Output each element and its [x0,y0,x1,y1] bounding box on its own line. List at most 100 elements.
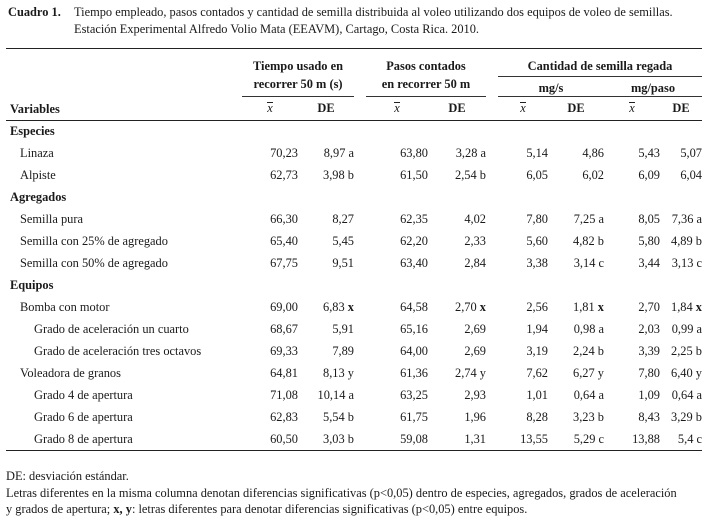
mgpaso-de-value: 3,29 b [671,410,702,424]
column-gap [486,165,498,187]
mgs-de: 0,64 a [548,385,604,407]
pasos-de: 2,33 [428,231,486,253]
mgs-mean: 5,14 [526,146,548,160]
mgpaso-de: 0,99 a [660,319,702,341]
mgpaso-mean: 2,70 [638,300,660,314]
tiempo-de-value: 5,91 [332,322,354,336]
mgpaso-de-value: 2,25 b [671,344,702,358]
tiempo-de-value: 7,89 [332,344,354,358]
mgs-mean: 3,38 [526,256,548,270]
column-gap [354,231,366,253]
mgpaso-de-value: 6,40 y [671,366,702,380]
tiempo-de: 8,13 y [298,363,354,385]
row-label: Voleadora de granos [20,366,121,380]
pasos-de-value: 2,74 y [455,366,486,380]
column-gap [354,363,366,385]
column-gap [354,385,366,407]
pasos-de-letter: x [479,300,486,314]
group-title: Agregados [10,190,67,204]
tiempo-mean: 69,33 [270,344,298,358]
table-row: Linaza 70,23 8,97 a 63,80 3,28 a 5,14 4,86 5,43… [6,143,702,165]
tiempo-de: 5,45 [298,231,354,253]
tiempo-de-value: 6,83 [323,300,345,314]
pasos-de: 2,93 [428,385,486,407]
column-gap [486,319,498,341]
pasos-de: 1,96 [428,407,486,429]
caption-line-2: Estación Experimental Alfredo Volio Mata… [74,22,480,36]
tiempo-de-value: 3,98 b [323,168,354,182]
pasos-mean: 61,75 [400,410,428,424]
group-title: Especies [10,124,55,139]
mean-symbol: x [267,101,273,115]
table-row: Grado de aceleración un cuarto 68,67 5,91 6… [6,319,702,341]
mgs-mean: 2,56 [526,300,548,314]
mean-symbol: x [520,101,526,115]
pasos-de-value: 2,93 [464,388,486,402]
tiempo-de: 3,98 b [298,165,354,187]
mgs-de: 1,81 x [548,297,604,319]
row-label: Bomba con motor [20,300,110,314]
mgpaso-de-value: 6,04 [680,168,702,182]
tiempo-de: 5,91 [298,319,354,341]
pasos-de: 1,31 [428,429,486,451]
mgs-de-value: 1,81 [573,300,595,314]
table-row: Alpiste 62,73 3,98 b 61,50 2,54 b 6,05 6,02 6,0… [6,165,702,187]
pasos-mean: 59,08 [400,431,428,446]
tiempo-mean: 60,50 [270,431,298,446]
mgpaso-de-value: 3,13 c [671,256,702,270]
header-mgs: mg/s [498,76,604,97]
pasos-mean: 61,36 [400,366,428,380]
tiempo-de-value: 5,54 b [323,410,354,424]
column-gap [486,407,498,429]
column-gap [486,231,498,253]
tiempo-de: 8,27 [298,209,354,231]
group-row: Especies [6,121,702,143]
mgs-de: 4,86 [548,143,604,165]
row-label: Grado 4 de apertura [34,388,133,402]
footnote-equipos-post: : letras diferentes para denotar diferen… [131,502,528,516]
mgpaso-de-letter: x [695,300,702,314]
pasos-de-value: 4,02 [464,212,486,226]
header-pasos-line1: Pasos contados [386,58,466,73]
caption-label: Cuadro 1. [8,5,61,19]
mean-symbol: x [394,101,400,115]
column-gap [486,341,498,363]
mgs-de-value: 4,82 b [573,234,604,248]
mgpaso-de-value: 1,84 [671,300,693,314]
mgpaso-de-value: 7,36 a [671,212,702,226]
mgs-de: 4,82 b [548,231,604,253]
mgs-de-value: 0,98 a [573,322,604,336]
mgpaso-mean: 8,05 [638,212,660,226]
mgpaso-de: 3,13 c [660,253,702,275]
mgs-de-value: 3,23 b [573,410,604,424]
mgpaso-mean: 3,44 [638,256,660,270]
table-row: Bomba con motor 69,00 6,83 x 64,58 2,70 x 2,5… [6,297,702,319]
mgs-de: 3,14 c [548,253,604,275]
mgs-de-letter: x [597,300,604,314]
tiempo-mean: 62,83 [270,410,298,424]
column-gap [354,407,366,429]
pasos-mean: 62,35 [400,212,428,226]
mgpaso-de: 4,89 b [660,231,702,253]
header-cantidad: Cantidad de semilla regada [498,58,702,77]
tiempo-mean: 69,00 [270,300,298,314]
pasos-mean: 65,16 [400,322,428,336]
header-de: DE [317,101,335,115]
row-label: Alpiste [20,168,56,182]
tiempo-de-value: 3,03 b [323,431,354,446]
mgs-de: 3,23 b [548,407,604,429]
footnotes: DE: desviación estándar. Letras diferent… [6,468,706,518]
tiempo-mean: 65,40 [270,234,298,248]
mgs-de: 2,24 b [548,341,604,363]
mgs-de: 6,02 [548,165,604,187]
tiempo-mean: 66,30 [270,212,298,226]
tiempo-de: 6,83 x [298,297,354,319]
mgpaso-de: 1,84 x [660,297,702,319]
tiempo-de: 9,51 [298,253,354,275]
mgpaso-mean: 6,09 [638,168,660,182]
pasos-de: 2,69 [428,341,486,363]
column-gap [486,363,498,385]
table-row: Semilla con 25% de agregado 65,40 5,45 62,2… [6,231,702,253]
pasos-de: 2,70 x [428,297,486,319]
column-gap [354,253,366,275]
